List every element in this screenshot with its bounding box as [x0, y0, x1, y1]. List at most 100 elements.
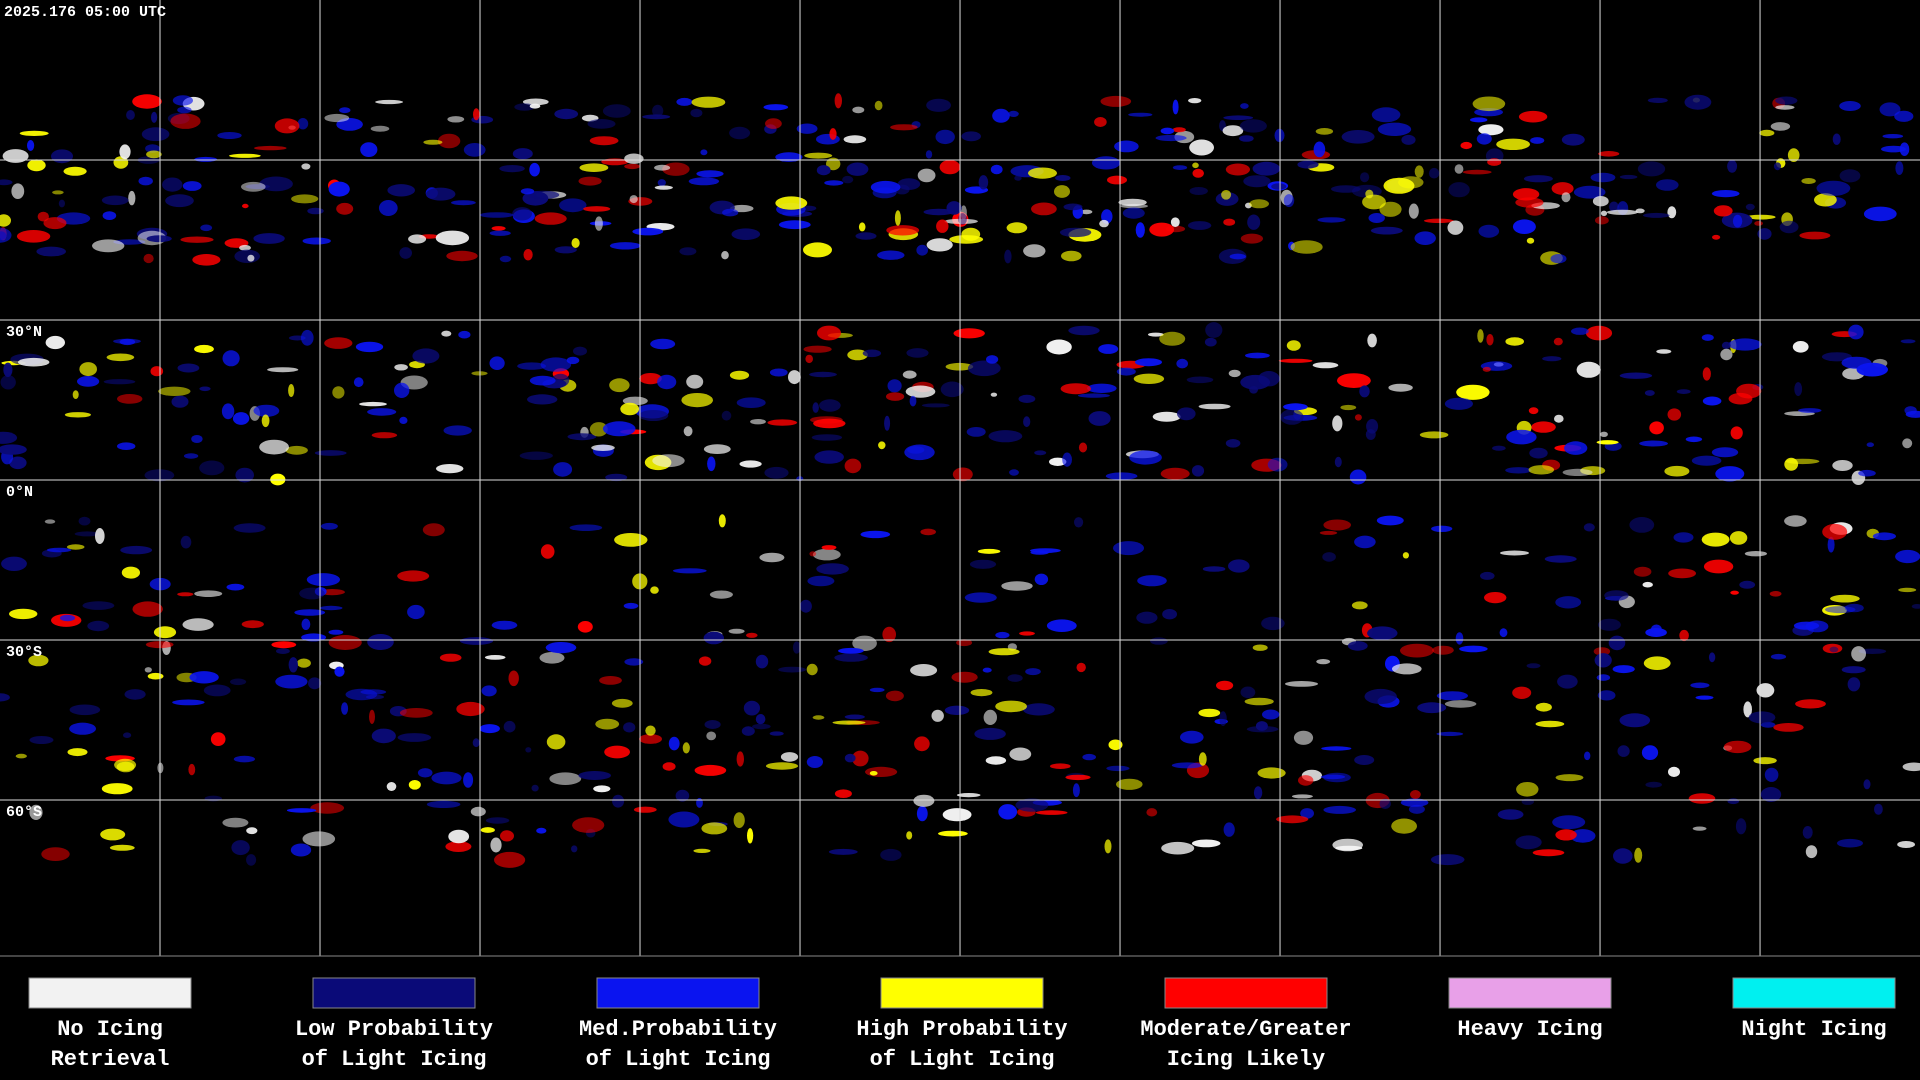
icing-cell	[1609, 201, 1619, 213]
icing-cell	[1656, 349, 1672, 354]
icing-cell	[904, 444, 935, 461]
icing-cell	[925, 150, 933, 159]
icing-cell	[113, 156, 129, 169]
icing-cell	[1454, 164, 1464, 174]
icing-cell	[1061, 250, 1082, 262]
icing-cell	[1516, 782, 1539, 797]
icing-cell	[1379, 201, 1402, 217]
icing-cell	[887, 379, 902, 393]
icing-cell	[847, 349, 868, 361]
icing-cell	[914, 736, 930, 752]
icing-cell	[886, 225, 920, 236]
icing-cell	[1814, 193, 1837, 207]
icing-cell	[690, 108, 703, 118]
icing-cell	[877, 250, 905, 260]
icing-cell	[809, 551, 817, 557]
icing-cell	[788, 370, 801, 385]
icing-cell	[246, 827, 258, 835]
icing-cell	[809, 371, 837, 378]
icing-cell	[718, 514, 726, 528]
icing-cell	[328, 181, 350, 197]
icing-cell	[138, 176, 153, 186]
icing-cell	[668, 811, 700, 828]
icing-cell	[1015, 798, 1049, 812]
icing-cell	[1506, 429, 1537, 445]
icing-cell	[1354, 535, 1376, 549]
icing-cell	[1478, 124, 1504, 136]
icing-cell	[1388, 383, 1413, 392]
icing-cell	[1702, 396, 1722, 406]
icing-cell	[1187, 221, 1212, 230]
icing-cell	[752, 723, 771, 730]
icing-cell	[1189, 139, 1214, 156]
legend-label: of Light Icing	[586, 1047, 771, 1072]
icing-cell	[1895, 161, 1904, 176]
icing-cell	[1322, 552, 1336, 562]
icing-cell	[874, 100, 883, 111]
icing-cell	[1895, 549, 1920, 564]
icing-cell	[336, 202, 354, 215]
icing-cell	[1186, 376, 1214, 384]
icing-cell	[1362, 194, 1386, 210]
icing-cell	[1720, 348, 1733, 361]
icing-cell	[942, 808, 972, 822]
icing-cell	[1323, 805, 1356, 814]
icing-cell	[82, 601, 115, 610]
icing-cell	[1748, 711, 1776, 724]
icing-cell	[1137, 575, 1167, 587]
icing-cell	[1332, 838, 1363, 852]
icing-cell	[1902, 762, 1920, 772]
icing-cell	[946, 201, 962, 215]
icing-cell	[940, 381, 964, 398]
icing-cell	[489, 356, 505, 371]
icing-cell	[878, 441, 886, 450]
icing-cell	[736, 397, 766, 409]
icing-cell	[1240, 103, 1249, 109]
icing-cell	[995, 631, 1010, 639]
icing-field	[0, 93, 1920, 868]
icing-cell	[566, 356, 580, 365]
icing-cell	[529, 103, 541, 109]
icing-cell	[259, 439, 289, 455]
icing-cell	[755, 654, 769, 669]
icing-cell	[632, 227, 664, 236]
icing-cell	[1459, 645, 1488, 653]
icing-cell	[1008, 110, 1019, 117]
icing-cell	[545, 642, 577, 654]
icing-cell	[1711, 190, 1740, 198]
icing-cell	[1816, 180, 1851, 196]
icing-cell	[1829, 646, 1839, 653]
icing-cell	[499, 255, 512, 263]
icing-cell	[583, 206, 611, 212]
icing-cell	[78, 516, 91, 526]
icing-cell	[1555, 596, 1582, 609]
icing-cell	[194, 344, 214, 354]
icing-cell	[1730, 426, 1743, 440]
icing-cell	[119, 144, 131, 160]
icing-cell	[1340, 404, 1357, 411]
icing-cell	[540, 544, 555, 559]
icing-cell	[59, 614, 76, 622]
icing-cell	[614, 533, 648, 547]
icing-cell	[1597, 690, 1616, 701]
icing-cell	[916, 244, 928, 256]
icing-cell	[1192, 162, 1199, 169]
icing-cell	[0, 375, 16, 390]
icing-cell	[1732, 214, 1743, 228]
icing-cell	[447, 116, 465, 123]
icing-cell	[231, 840, 250, 856]
icing-cell	[463, 143, 486, 157]
icing-cell	[1596, 674, 1611, 681]
icing-cell	[923, 208, 954, 216]
icing-cell	[297, 118, 309, 130]
icing-cell	[1332, 415, 1343, 432]
icing-cell	[448, 829, 470, 844]
icing-cell	[769, 368, 788, 377]
icing-cell	[9, 456, 27, 470]
icing-cell	[480, 827, 495, 833]
icing-cell	[1656, 179, 1679, 191]
icing-cell	[755, 714, 766, 725]
icing-cell	[435, 230, 470, 246]
icing-cell	[527, 394, 558, 405]
icing-cell	[1177, 407, 1196, 421]
